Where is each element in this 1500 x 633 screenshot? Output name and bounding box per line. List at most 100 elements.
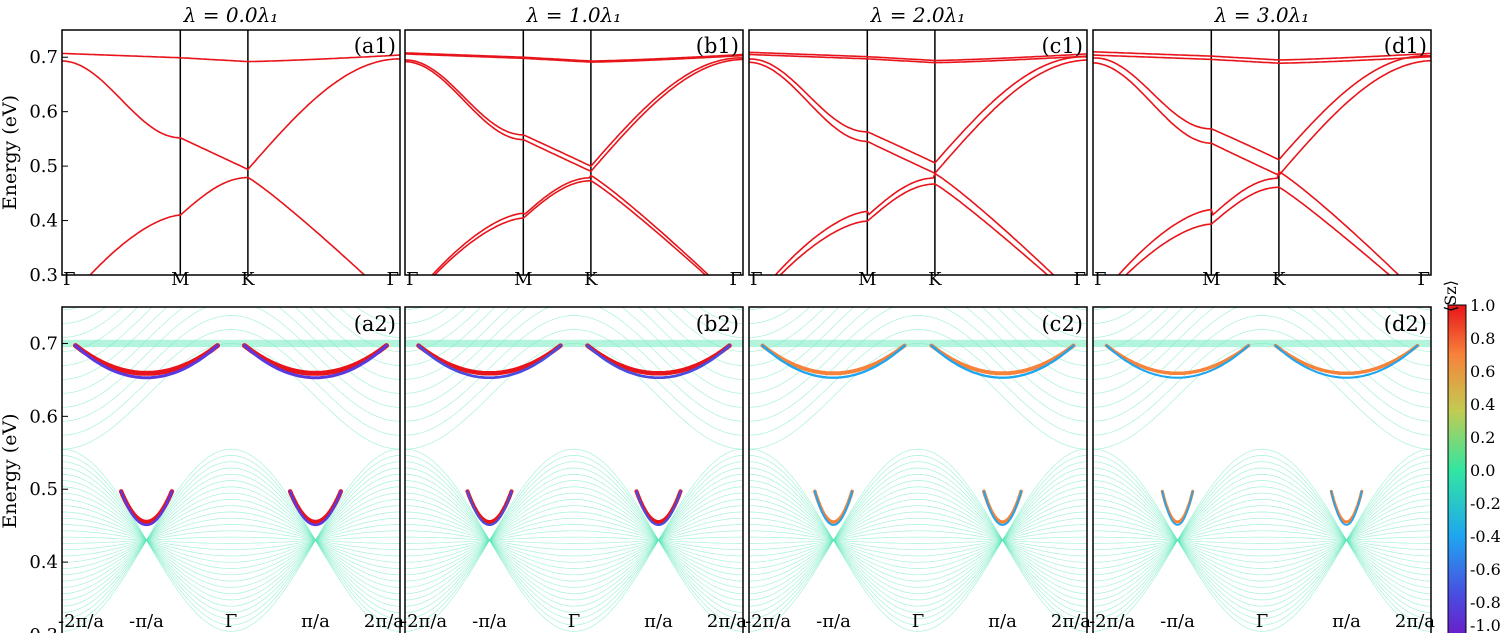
bulk-band <box>1093 524 1431 557</box>
band-lines <box>1093 30 1431 275</box>
y-tick-label: 0.5 <box>29 479 58 500</box>
x-tick-label: Γ <box>730 269 743 290</box>
bulk-band <box>1093 448 1431 632</box>
flat-bulk-band <box>405 339 743 348</box>
bulk-band <box>405 307 743 338</box>
bulk-band <box>1093 473 1431 607</box>
edge-state-upper <box>416 343 563 376</box>
bulk-band <box>749 37 1087 143</box>
bulk-band <box>1093 92 1431 198</box>
bulk-band <box>405 499 743 582</box>
x-tick-label: Γ <box>387 269 400 290</box>
bulk-band <box>1093 134 1431 240</box>
bulk-band <box>62 505 400 576</box>
bulk-band <box>1093 505 1431 576</box>
bulk-band <box>1093 307 1431 366</box>
bulk-band <box>405 511 743 569</box>
bulk-band <box>405 524 743 557</box>
edge-state-lower <box>813 490 854 526</box>
x-tick-label: 2π/a <box>1051 611 1091 632</box>
edge-state-lower <box>288 490 343 527</box>
bulk-band <box>405 480 743 601</box>
colorbar-tick-label: 0.8 <box>1470 329 1495 348</box>
panel-frame <box>404 29 744 276</box>
y-axis: 0.3 0.4 0.5 0.6 0.7 Energy (eV) <box>0 333 68 633</box>
x-tick-label: Γ <box>750 269 763 290</box>
bulk-band <box>62 524 400 557</box>
bulk-band <box>405 92 743 198</box>
colorbar-tick-label: -0.6 <box>1470 560 1500 579</box>
x-tick-label: M <box>514 269 532 290</box>
panel-frame <box>1092 29 1432 276</box>
bulk-band <box>1093 455 1431 626</box>
edge-state-upper <box>930 344 1075 379</box>
bulk-band <box>405 461 743 620</box>
bulk-band <box>405 307 743 366</box>
colorbar-tick-label: 0.6 <box>1470 362 1495 381</box>
bulk-band <box>62 467 400 613</box>
y-tick-label: 0.4 <box>29 552 58 573</box>
x-tick-label: Γ <box>568 611 581 632</box>
bulk-band <box>62 448 400 632</box>
bulk-band <box>749 473 1087 607</box>
band-curve <box>779 183 1049 275</box>
panel-label: (a1) <box>354 34 396 58</box>
bulk-band <box>62 23 400 129</box>
bulk-band <box>405 524 743 557</box>
bulk-band <box>405 329 743 436</box>
bulk-band <box>749 486 1087 595</box>
bulk-band <box>405 455 743 626</box>
band-lines <box>749 30 1087 275</box>
band-curve <box>89 176 366 275</box>
bulk-band <box>62 329 400 436</box>
bulk-band <box>62 307 400 352</box>
panel-frame <box>61 306 401 633</box>
band-panel-a1: λ = 0.0λ₁ (a1) Γ M K Γ <box>61 3 401 290</box>
bulk-band <box>405 307 743 352</box>
bulk-band <box>749 524 1087 557</box>
bulk-band <box>62 480 400 601</box>
bulk-band <box>62 78 400 184</box>
bulk-band <box>62 517 400 563</box>
panel-frame <box>748 29 1088 276</box>
x-tick-label: -2π/a <box>58 611 104 632</box>
x-tick-label: -2π/a <box>745 611 791 632</box>
bulk-band <box>405 455 743 626</box>
bulk-band <box>405 536 743 544</box>
x-tick-label: 2π/a <box>707 611 747 632</box>
edge-state-upper <box>585 343 732 376</box>
x-tick-label: K <box>241 269 255 290</box>
bulk-band <box>405 190 743 296</box>
x-tick-label: Γ <box>1074 269 1087 290</box>
edge-state-lower <box>635 490 682 527</box>
panel-label: (d2) <box>1384 312 1427 336</box>
x-tick-label: π/a <box>301 611 330 632</box>
bulk-band <box>62 473 400 607</box>
bulk-band <box>749 307 1087 380</box>
bulk-band <box>1093 23 1431 129</box>
bulk-band <box>749 536 1087 544</box>
y-tick-label: 0.5 <box>29 156 58 177</box>
bulk-band <box>405 51 743 157</box>
panel-title: λ = 1.0λ₁ <box>526 3 622 27</box>
band-curve <box>62 58 400 171</box>
band-curve <box>405 53 743 63</box>
bulk-band <box>749 530 1087 551</box>
band-curve <box>405 52 743 62</box>
bulk-band <box>1093 307 1431 408</box>
bulk-band <box>62 492 400 588</box>
bulk-band <box>62 461 400 620</box>
bulk-band <box>749 473 1087 607</box>
panel-label: (b1) <box>696 34 739 58</box>
bulk-band <box>62 343 400 450</box>
bulk-band <box>1093 492 1431 588</box>
bulk-band <box>62 307 400 408</box>
x-tick-label: Γ <box>1256 611 1269 632</box>
edge-state-upper <box>242 343 389 376</box>
panel-frame <box>404 306 744 633</box>
bulk-band <box>62 65 400 171</box>
edge-state-upper <box>1273 343 1420 376</box>
colorbar-tick-label: 0.0 <box>1470 461 1495 480</box>
bulk-band <box>405 461 743 620</box>
bulk-band <box>749 461 1087 620</box>
